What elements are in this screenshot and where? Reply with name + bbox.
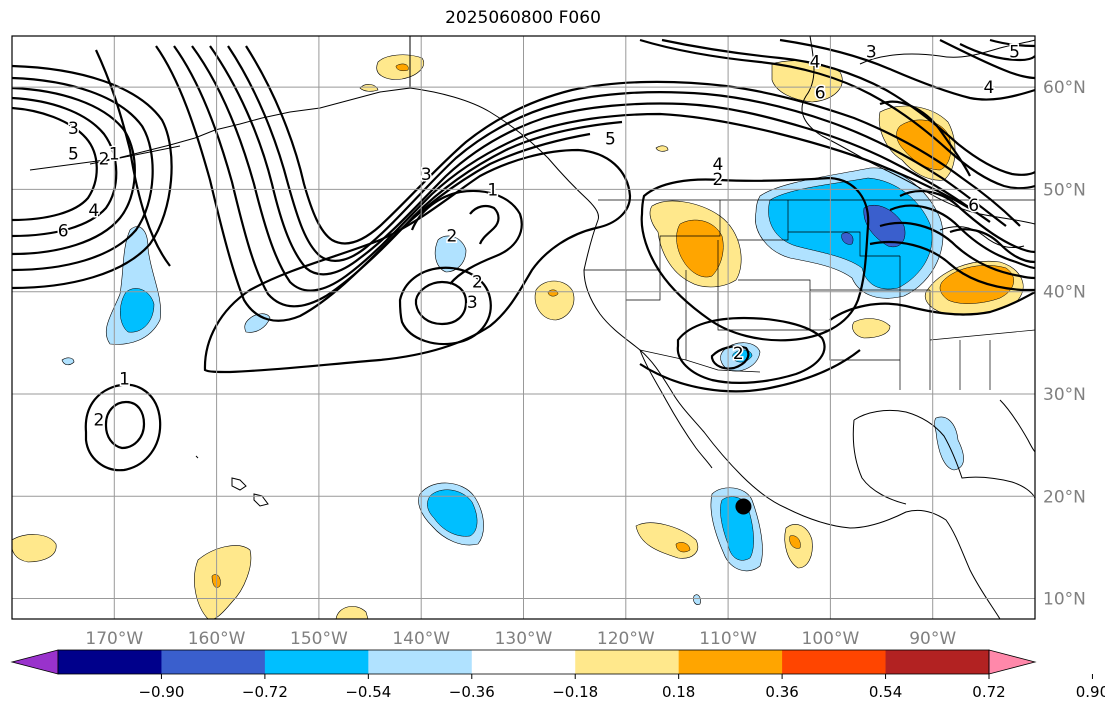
colorbar-segment <box>58 650 162 674</box>
colorbar-frame <box>57 649 990 675</box>
negative-anomaly-area <box>244 313 271 333</box>
colorbar-segment <box>678 650 783 674</box>
positive-anomaly-area <box>359 84 379 92</box>
contour-label: 2 <box>733 344 744 364</box>
contour-label: 4 <box>88 201 99 221</box>
strong-positive-anomaly-area <box>395 63 409 72</box>
longitude-tick-label: 160°W <box>188 629 246 649</box>
contour-label: 2 <box>99 150 110 170</box>
positive-anomaly-area <box>852 318 891 339</box>
location-marker <box>735 498 752 515</box>
negative-anomaly-area <box>934 416 964 471</box>
strong-negative-anomaly-area <box>120 288 155 333</box>
anomaly-shading <box>12 54 1024 619</box>
colorbar-segment <box>471 650 576 674</box>
contour-label: 6 <box>968 196 979 216</box>
contour-label: 1 <box>119 370 130 390</box>
contour-label: 1 <box>109 145 120 165</box>
colorbar: −0.90 −0.72 −0.54 −0.36 −0.18 0.18 0.36 0.54 0.7… <box>10 649 1105 701</box>
contour-label: 6 <box>58 221 69 241</box>
colorbar-extend-min <box>10 649 59 675</box>
longitude-tick-label: 110°W <box>699 629 757 649</box>
positive-anomaly-area <box>655 145 669 152</box>
contour-label: 4 <box>712 155 723 175</box>
colorbar-tick-label: −0.54 <box>345 683 391 701</box>
negative-anomaly-area <box>434 235 467 273</box>
colorbar-tick-label: 0.36 <box>765 683 798 701</box>
positive-anomaly-area <box>194 545 252 619</box>
very-strong-negative-anomaly-area <box>841 232 854 245</box>
contour-lines <box>12 38 1035 472</box>
contour-label: 5 <box>605 129 616 149</box>
gridlines <box>12 36 1035 619</box>
latitude-tick-label: 10°N <box>1043 590 1086 610</box>
contour-label: 5 <box>68 145 79 165</box>
negative-anomaly-area <box>693 594 701 605</box>
strong-positive-anomaly-area <box>676 219 724 278</box>
contour-label: 2 <box>472 272 483 292</box>
colorbar-tick-label: −0.90 <box>138 683 184 701</box>
longitude-tick-label: 170°W <box>85 629 143 649</box>
colorbar-tick-label: 0.54 <box>869 683 902 701</box>
contour-label: 5 <box>1009 42 1020 62</box>
contour-label: 3 <box>467 293 478 313</box>
strong-negative-anomaly-area <box>768 177 933 290</box>
strong-positive-anomaly-area <box>939 265 1014 304</box>
positive-anomaly-area <box>635 522 698 559</box>
longitude-tick-label: 100°W <box>802 629 860 649</box>
contour-label: 3 <box>421 165 432 185</box>
strong-positive-anomaly-area <box>789 535 801 549</box>
positive-anomaly-area <box>335 606 369 619</box>
longitude-tick-label: 120°W <box>597 629 655 649</box>
colorbar-tick-label: −0.72 <box>242 683 288 701</box>
contour-label: 2 <box>712 170 723 190</box>
longitude-tick-label: 140°W <box>392 629 450 649</box>
negative-anomaly-area <box>61 357 75 366</box>
colorbar-segment <box>575 650 680 674</box>
longitude-tick-label: 130°W <box>495 629 553 649</box>
contour-label: 3 <box>866 42 877 62</box>
latitude-tick-label: 30°N <box>1043 385 1086 405</box>
longitude-ticks: 170°W 160°W 150°W 140°W 130°W 120°W 110°W 100°W… <box>85 629 956 649</box>
longitude-tick-label: 90°W <box>909 629 956 649</box>
contour-label: 4 <box>810 53 821 73</box>
latitude-tick-label: 60°N <box>1043 78 1086 98</box>
longitude-tick-label: 150°W <box>290 629 348 649</box>
map-title: 2025060800 F060 <box>445 8 601 28</box>
contour-label: 2 <box>446 226 457 246</box>
colorbar-segment <box>161 650 266 674</box>
latitude-tick-label: 50°N <box>1043 180 1086 200</box>
positive-anomaly-area <box>534 280 575 321</box>
colorbar-segment <box>368 650 473 674</box>
latitude-ticks: 60°N 50°N 40°N 30°N 20°N 10°N <box>1043 78 1086 609</box>
contour-label: 3 <box>68 119 79 139</box>
colorbar-extend-max <box>988 649 1037 675</box>
contour-label: 6 <box>815 83 826 103</box>
strong-positive-anomaly-area <box>547 289 559 297</box>
colorbar-tick-label: 0.90 <box>1076 683 1105 701</box>
colorbar-tick-label: 0.72 <box>972 683 1005 701</box>
colorbar-segment <box>782 650 887 674</box>
strong-positive-anomaly-area <box>675 542 691 553</box>
latitude-tick-label: 40°N <box>1043 283 1086 303</box>
colorbar-tick-label: −0.18 <box>552 683 598 701</box>
colorbar-segment <box>264 650 369 674</box>
positive-anomaly-area <box>12 534 57 563</box>
colorbar-tick-label: 0.18 <box>662 683 695 701</box>
contour-label: 1 <box>487 180 498 200</box>
colorbar-tick-label: −0.36 <box>449 683 495 701</box>
latitude-tick-label: 20°N <box>1043 487 1086 507</box>
map-frame <box>11 35 1036 620</box>
contour-label: 4 <box>984 78 995 98</box>
contour-label: 2 <box>94 411 105 431</box>
strong-negative-anomaly-area <box>427 489 478 537</box>
colorbar-segment <box>885 650 990 674</box>
